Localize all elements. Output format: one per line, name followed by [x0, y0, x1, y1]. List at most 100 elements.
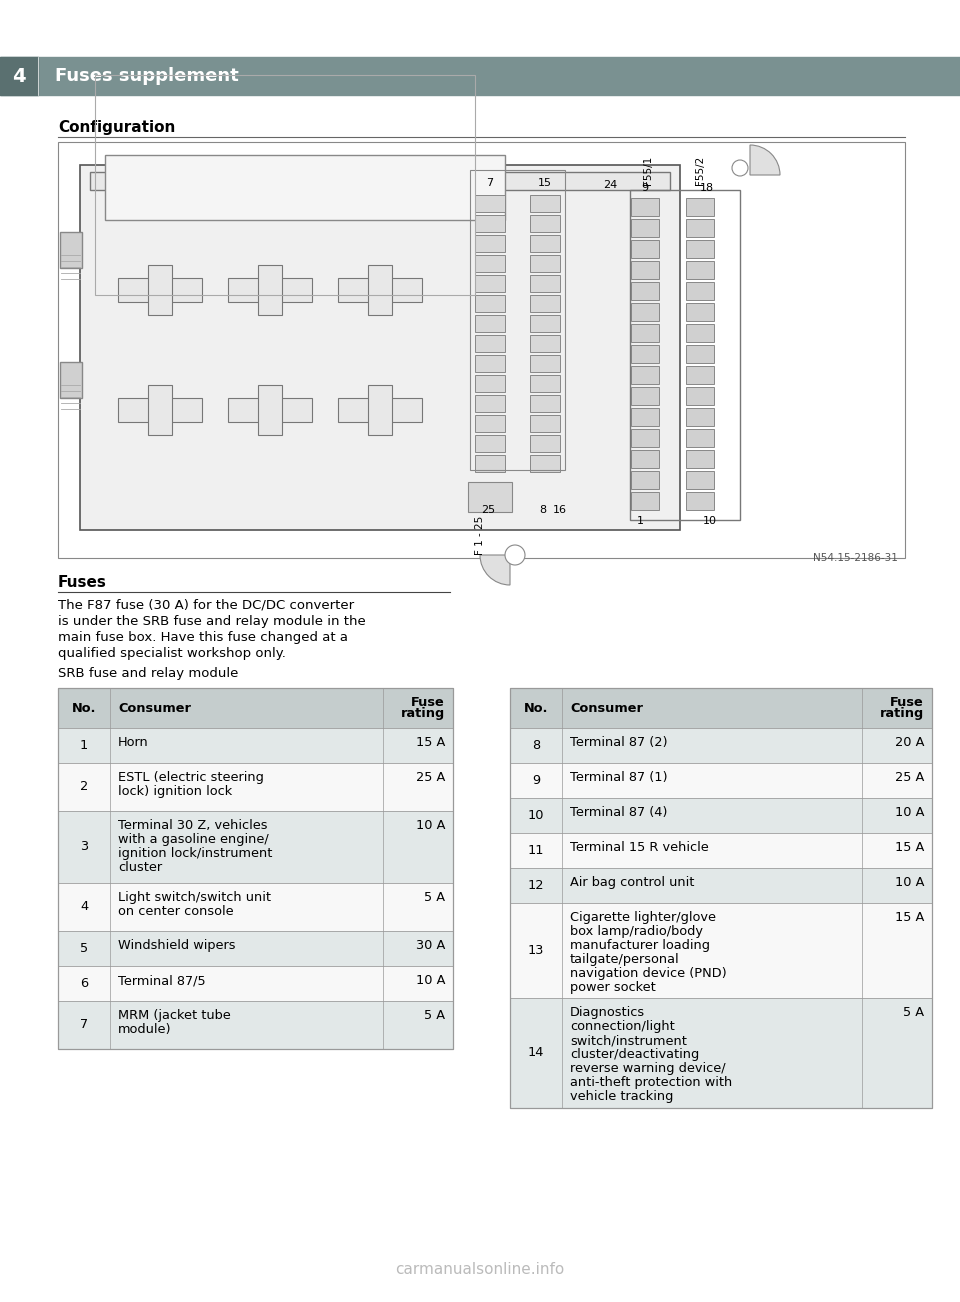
Text: qualified specialist workshop only.: qualified specialist workshop only.	[58, 647, 286, 660]
Bar	[58, 728, 453, 763]
Bar	[118, 279, 202, 302]
Text: switch/instrument: switch/instrument	[570, 1034, 686, 1047]
Text: 10 A: 10 A	[895, 806, 924, 819]
Bar	[631, 303, 659, 322]
Text: 15 A: 15 A	[895, 911, 924, 924]
Bar	[510, 728, 932, 763]
Text: The F87 fuse (30 A) for the DC/DC converter: The F87 fuse (30 A) for the DC/DC conver…	[58, 599, 354, 612]
Bar	[148, 266, 172, 315]
Text: Consumer: Consumer	[118, 702, 191, 715]
Text: is under the SRB fuse and relay module in the: is under the SRB fuse and relay module i…	[58, 615, 366, 628]
Bar	[228, 279, 312, 302]
Text: Terminal 87/5: Terminal 87/5	[118, 974, 205, 987]
Bar	[475, 195, 505, 212]
Text: lock) ignition lock: lock) ignition lock	[118, 785, 232, 798]
Text: 13: 13	[528, 944, 544, 957]
Text: carmanualsonline.info: carmanualsonline.info	[396, 1263, 564, 1277]
Text: cluster: cluster	[118, 861, 162, 874]
Bar	[631, 471, 659, 490]
Text: 14: 14	[528, 1047, 544, 1060]
Bar	[630, 190, 740, 519]
Text: connection/light: connection/light	[570, 1019, 675, 1032]
Bar	[631, 260, 659, 279]
Bar	[510, 833, 932, 868]
Text: N54.15-2186-31: N54.15-2186-31	[813, 553, 898, 562]
Text: Configuration: Configuration	[58, 120, 176, 135]
Bar	[475, 454, 505, 473]
Text: power socket: power socket	[570, 980, 656, 993]
Text: F55/2: F55/2	[695, 155, 705, 185]
Bar	[258, 266, 282, 315]
Bar	[118, 398, 202, 422]
Bar	[631, 387, 659, 405]
Bar	[258, 385, 282, 435]
Text: SRB fuse and relay module: SRB fuse and relay module	[58, 667, 238, 680]
Text: 5: 5	[80, 943, 88, 954]
Bar	[58, 763, 453, 811]
Text: 9: 9	[532, 773, 540, 786]
Bar	[631, 366, 659, 384]
Circle shape	[505, 546, 525, 565]
Text: 4: 4	[12, 66, 26, 86]
Bar	[530, 415, 560, 432]
Text: 10: 10	[703, 516, 717, 526]
Text: Terminal 30 Z, vehicles: Terminal 30 Z, vehicles	[118, 819, 268, 832]
Text: Fuse: Fuse	[411, 695, 445, 708]
Bar	[475, 215, 505, 232]
Text: 8: 8	[532, 740, 540, 753]
Bar	[475, 335, 505, 352]
Text: Windshield wipers: Windshield wipers	[118, 939, 235, 952]
Text: 2: 2	[80, 780, 88, 793]
Text: reverse warning device/: reverse warning device/	[570, 1062, 726, 1075]
Bar	[686, 428, 714, 447]
Text: Fuses supplement: Fuses supplement	[55, 66, 239, 85]
Text: 10 A: 10 A	[416, 974, 445, 987]
Bar	[90, 172, 670, 190]
Text: 15: 15	[538, 178, 552, 187]
Text: 16: 16	[553, 505, 567, 516]
Bar	[510, 904, 932, 999]
Bar	[475, 415, 505, 432]
Bar	[475, 255, 505, 272]
Text: box lamp/radio/body: box lamp/radio/body	[570, 924, 703, 937]
Text: 25 A: 25 A	[416, 771, 445, 784]
Text: rating: rating	[879, 707, 924, 720]
Bar	[148, 385, 172, 435]
Bar	[631, 408, 659, 426]
Bar	[530, 395, 560, 411]
Text: 11: 11	[528, 844, 544, 857]
Bar	[58, 811, 453, 883]
Text: Air bag control unit: Air bag control unit	[570, 876, 694, 889]
Bar	[631, 492, 659, 510]
Text: 7: 7	[80, 1018, 88, 1031]
Text: Fuses: Fuses	[58, 575, 107, 590]
Bar	[95, 76, 475, 296]
Text: Consumer: Consumer	[570, 702, 643, 715]
Text: F 1 - 25: F 1 - 25	[475, 516, 485, 555]
Text: 5 A: 5 A	[424, 891, 445, 904]
Bar	[0, 57, 38, 95]
Text: 5 A: 5 A	[903, 1006, 924, 1019]
Text: Light switch/switch unit: Light switch/switch unit	[118, 891, 271, 904]
Text: navigation device (PND): navigation device (PND)	[570, 967, 727, 980]
Bar	[686, 387, 714, 405]
Bar	[686, 345, 714, 363]
Bar	[686, 198, 714, 216]
Bar	[631, 324, 659, 342]
Bar	[58, 883, 453, 931]
Text: F55/1: F55/1	[643, 155, 653, 185]
Bar	[530, 215, 560, 232]
Text: 3: 3	[80, 841, 88, 854]
Bar	[58, 1001, 453, 1049]
Bar	[686, 408, 714, 426]
Bar	[530, 275, 560, 292]
Text: 6: 6	[80, 976, 88, 990]
Bar	[338, 398, 422, 422]
Text: Horn: Horn	[118, 736, 149, 749]
Bar	[631, 219, 659, 237]
Bar	[80, 165, 680, 530]
Text: 1: 1	[80, 740, 88, 753]
Text: 4: 4	[80, 901, 88, 914]
Text: 12: 12	[528, 879, 544, 892]
Wedge shape	[480, 555, 510, 585]
